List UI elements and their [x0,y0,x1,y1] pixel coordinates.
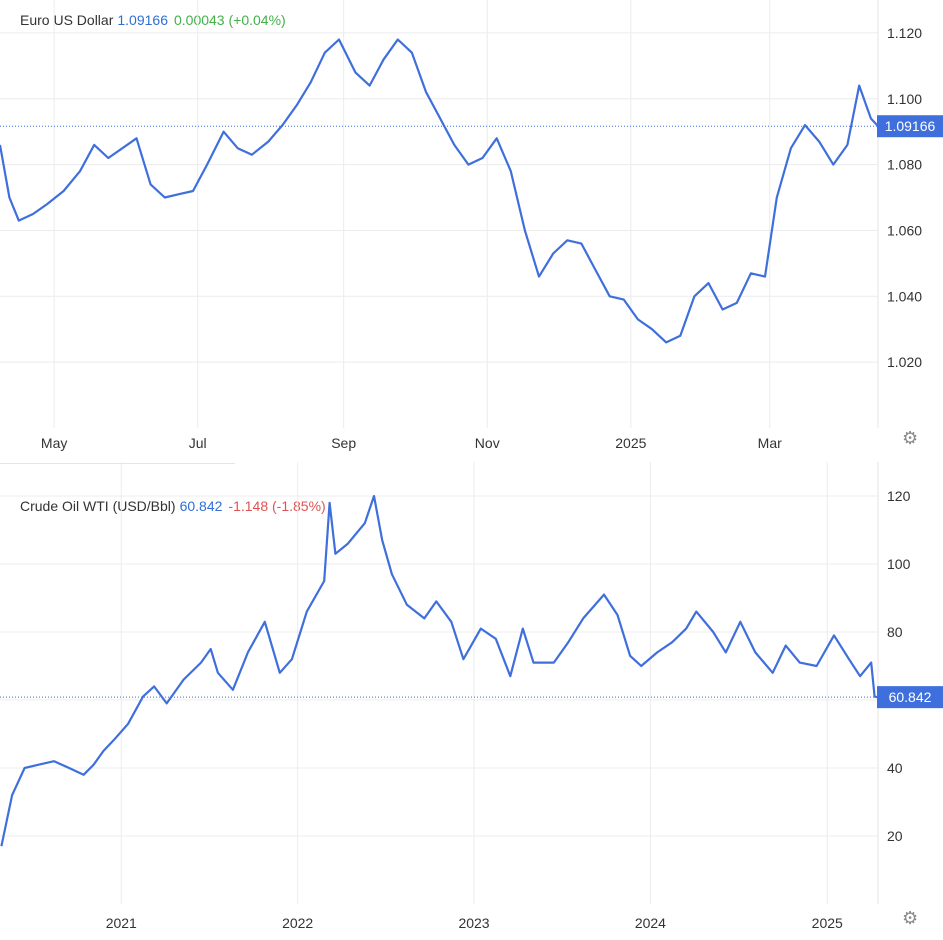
y-tick-label: 40 [887,760,903,776]
instrument-name: Euro US Dollar [20,12,114,28]
x-tick-label: Sep [331,435,356,451]
y-tick-label: 1.100 [887,91,922,107]
wti-chart-panel: Crude Oil WTI (USD/Bbl) 60.842 -1.148 (-1.… [0,462,943,940]
eurusd-chart-panel: Euro US Dollar 1.09166 0.00043 (+0.04%) 1.… [0,0,943,462]
y-tick-label: 1.080 [887,157,922,173]
y-tick-label: 100 [887,556,911,572]
price-line [0,38,879,344]
x-tick-label: 2022 [282,915,313,931]
panel-divider [0,463,235,464]
y-tick-label: 80 [887,624,903,640]
chart-title-bar: Crude Oil WTI (USD/Bbl) 60.842 -1.148 (-1.… [20,498,326,514]
x-tick-label: Nov [475,435,500,451]
x-tick-label: 2021 [106,915,137,931]
price-change: 0.00043 (+0.04%) [173,12,286,28]
gear-icon[interactable]: ⚙ [902,908,919,928]
y-tick-label: 1.040 [887,288,922,304]
eurusd-line-chart[interactable]: 1.120 1.100 1.080 1.060 1.040 1.020 May Jul Sep N… [0,0,943,462]
y-tick-label: 1.060 [887,222,922,238]
chart-title-bar: Euro US Dollar 1.09166 0.00043 (+0.04%) [20,12,286,28]
price-line [0,494,879,847]
x-tick-label: 2023 [458,915,489,931]
y-tick-label: 20 [887,828,903,844]
wti-line-chart[interactable]: 120100806040202021202220232024202560.842 [0,462,943,940]
last-price-badge [877,115,943,138]
gear-icon[interactable]: ⚙ [902,428,919,448]
x-tick-label: 2024 [635,915,666,931]
price-change: -1.148 (-1.85%) [228,498,326,514]
y-tick-label: 1.120 [887,25,922,41]
last-price-badge [877,686,943,709]
last-price: 60.842 [179,498,223,514]
x-tick-label: 2025 [812,915,843,931]
x-tick-label: 2025 [615,435,646,451]
x-tick-label: May [41,435,67,451]
x-tick-label: Jul [189,435,207,451]
last-price: 1.09166 [117,12,168,28]
instrument-name: Crude Oil WTI (USD/Bbl) [20,498,176,514]
y-tick-label: 1.020 [887,354,922,370]
last-price-badge-label: 1.09166 [885,118,936,134]
x-tick-label: Mar [758,435,782,451]
y-tick-label: 120 [887,488,911,504]
last-price-badge-label: 60.842 [889,689,932,705]
